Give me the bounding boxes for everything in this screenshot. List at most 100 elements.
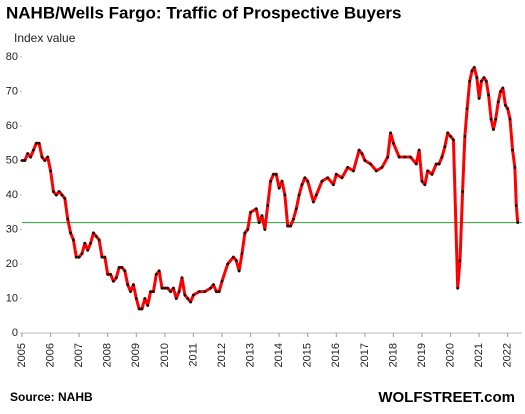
data-point	[480, 79, 483, 83]
x-tick-label: 2014	[273, 343, 285, 367]
data-point	[57, 190, 61, 193]
data-point	[392, 141, 395, 145]
data-point	[403, 155, 407, 159]
data-point	[246, 228, 250, 231]
data-point	[83, 241, 87, 245]
x-tick-label: 2007	[73, 343, 85, 367]
data-point	[352, 169, 355, 173]
data-point	[217, 290, 221, 293]
x-tick-label: 2015	[302, 343, 314, 367]
data-point	[499, 90, 502, 93]
data-point	[49, 169, 52, 173]
data-point	[226, 262, 230, 266]
data-point	[434, 162, 438, 166]
data-point	[40, 155, 44, 159]
data-point	[492, 128, 495, 131]
data-point	[440, 155, 444, 159]
data-point	[294, 207, 298, 211]
y-tick-label: 60	[6, 120, 18, 132]
data-point	[32, 148, 35, 152]
y-tick-label: 40	[6, 189, 18, 201]
data-point	[220, 279, 224, 283]
data-point	[180, 276, 184, 280]
data-point	[346, 166, 350, 169]
data-point	[100, 255, 104, 259]
data-point	[66, 217, 70, 221]
data-point	[114, 276, 118, 280]
x-tick-label: 2013	[244, 343, 256, 367]
y-tick-label: 70	[6, 85, 18, 97]
data-point	[237, 269, 241, 273]
y-axis-label: Index value	[14, 31, 76, 45]
x-tick-label: 2005	[16, 343, 28, 367]
y-tick-label: 80	[6, 51, 18, 63]
data-point	[458, 259, 462, 262]
data-point	[72, 238, 75, 242]
data-point	[52, 190, 55, 193]
y-tick-label: 20	[6, 258, 18, 270]
data-point	[397, 155, 401, 159]
data-point	[54, 193, 58, 197]
chart-title: NAHB/Wells Fargo: Traffic of Prospective…	[6, 3, 402, 22]
x-tick-label: 2010	[159, 343, 171, 367]
data-point	[380, 166, 384, 169]
data-point	[513, 166, 517, 169]
data-point	[477, 97, 481, 100]
data-point	[332, 183, 335, 187]
data-point	[363, 159, 367, 162]
data-point	[423, 183, 427, 187]
data-point	[443, 145, 447, 149]
data-point	[137, 307, 141, 311]
y-tick-label: 30	[6, 223, 18, 235]
data-point	[92, 231, 95, 235]
data-point	[154, 272, 158, 276]
data-point	[496, 100, 500, 104]
data-point	[34, 141, 38, 145]
data-point	[249, 210, 252, 214]
data-point	[117, 266, 121, 269]
data-point	[43, 159, 47, 162]
data-point	[389, 131, 392, 135]
data-point	[272, 172, 275, 176]
x-tick-label: 2021	[473, 343, 485, 367]
data-point	[183, 293, 187, 297]
data-point	[157, 269, 161, 273]
data-point	[126, 283, 130, 287]
x-tick-label: 2008	[102, 343, 114, 367]
data-point	[465, 107, 469, 111]
data-point	[280, 179, 284, 183]
data-point	[257, 221, 261, 225]
data-point	[77, 255, 81, 259]
x-tick-label: 2011	[187, 343, 199, 367]
data-point	[437, 162, 441, 166]
y-tick-label: 10	[6, 292, 18, 304]
data-point	[504, 103, 507, 107]
data-point	[501, 86, 505, 90]
data-point	[277, 186, 281, 190]
data-point	[129, 290, 132, 293]
data-point	[152, 290, 155, 293]
data-point	[189, 300, 192, 304]
data-point	[487, 93, 490, 97]
data-point	[214, 290, 218, 293]
data-point	[60, 193, 64, 197]
data-point	[112, 279, 115, 283]
x-tick-label: 2019	[416, 343, 428, 367]
data-point	[303, 176, 307, 180]
data-point	[212, 283, 215, 287]
data-point	[166, 286, 170, 290]
data-point	[269, 179, 272, 183]
data-point	[468, 79, 472, 83]
data-point	[506, 107, 510, 111]
data-point	[234, 259, 238, 262]
data-point	[97, 238, 101, 242]
data-point	[89, 241, 92, 245]
data-point	[360, 152, 364, 156]
data-point	[172, 286, 175, 290]
data-point	[516, 221, 520, 225]
data-point	[146, 304, 150, 307]
data-point	[260, 214, 264, 218]
data-point	[292, 217, 295, 221]
data-point	[508, 117, 512, 121]
data-point	[46, 155, 50, 159]
